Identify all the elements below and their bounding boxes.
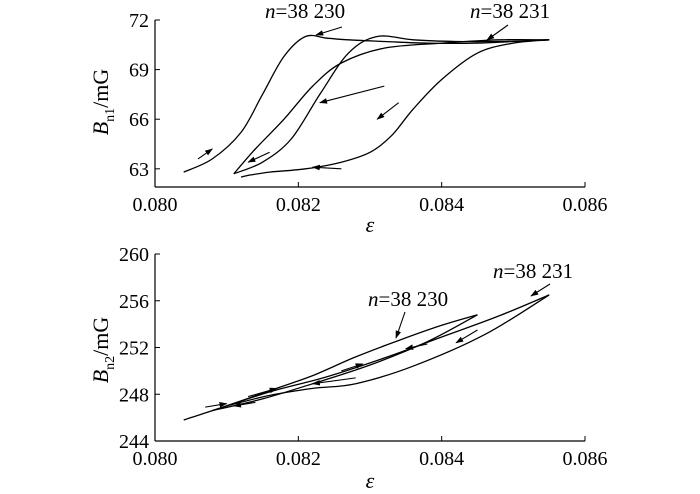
y-axis-title-base: B: [88, 370, 113, 383]
x-axis-title: ε: [366, 212, 375, 237]
x-axis-title: ε: [366, 468, 375, 493]
direction-arrow: [205, 401, 228, 408]
y-tick-label: 256: [119, 291, 149, 313]
y-tick-label: 248: [119, 384, 149, 406]
annotation-text: =38 230: [379, 287, 449, 311]
annotation-text: =38 231: [481, 0, 551, 23]
x-tick-label: 0.084: [419, 194, 464, 216]
annotation-text: =38 230: [276, 0, 346, 23]
annotation-italic: n: [493, 259, 504, 283]
x-tick-label: 0.086: [563, 448, 608, 470]
hysteresis-curve: [183, 314, 478, 421]
direction-arrow: [405, 343, 428, 350]
annotation-n-38230: n=38 230: [368, 287, 448, 311]
direction-arrow: [233, 401, 256, 408]
hysteresis-curve: [226, 294, 550, 407]
y-axis-title: Bn1/mG: [88, 69, 118, 136]
annotation-arrow: [530, 283, 551, 297]
y-axis-title-sub: n2: [103, 356, 118, 370]
annotation-text: =38 231: [504, 259, 574, 283]
direction-arrow: [341, 363, 364, 372]
chart-bottom: 0.080 0.082 0.084 0.086 244 248 252 256 260 ε Bn…: [88, 244, 608, 493]
curve-group: [183, 34, 550, 178]
x-tick-label: 0.080: [133, 448, 178, 470]
y-tick-label: 66: [129, 109, 149, 131]
annotation-italic: n: [368, 287, 379, 311]
x-tick-label: 0.080: [133, 194, 178, 216]
y-axis-title-sub: n1: [103, 108, 118, 122]
x-tick-label: 0.084: [419, 448, 464, 470]
hysteresis-curve: [212, 314, 478, 412]
y-axis-title: Bn2/mG: [88, 317, 118, 384]
y-axis-title-unit: /mG: [88, 317, 113, 356]
curve-group: [183, 294, 550, 421]
hysteresis-curve: [233, 35, 550, 175]
hysteresis-curve: [183, 34, 550, 173]
x-tick-label: 0.082: [276, 194, 321, 216]
annotation-italic: n: [265, 0, 276, 23]
direction-arrow: [197, 148, 213, 160]
direction-arrow: [319, 85, 385, 104]
arrow-group: [197, 85, 400, 171]
y-tick-label: 69: [129, 60, 149, 82]
y-tick-label: 72: [129, 10, 149, 32]
direction-arrow: [311, 377, 356, 386]
y-tick-label: 63: [129, 159, 149, 181]
arrow-group: [205, 329, 478, 408]
annotation-italic: n: [470, 0, 481, 23]
annotation-arrow: [315, 26, 343, 36]
direction-arrow: [311, 164, 342, 171]
direction-arrow: [247, 151, 270, 163]
direction-arrow: [376, 102, 400, 120]
y-tick-label: 252: [119, 338, 149, 360]
x-tick-label: 0.082: [276, 448, 321, 470]
hysteresis-curve: [233, 38, 550, 175]
y-axis-title-base: B: [88, 122, 113, 135]
direction-arrow: [248, 387, 278, 398]
tick-group: 0.080 0.082 0.084 0.086 244 248 252 256 260: [119, 244, 608, 470]
annotation-n-38231: n=38 231: [493, 259, 573, 283]
annotation-n-38230: n=38 230: [265, 0, 345, 23]
hysteresis-curve: [240, 39, 550, 178]
direction-arrow: [455, 329, 478, 344]
annotation-n-38231: n=38 231: [470, 0, 550, 23]
annotation-arrow: [395, 311, 406, 339]
x-tick-label: 0.086: [563, 194, 608, 216]
y-axis-title-unit: /mG: [88, 69, 113, 108]
tick-group: 0.080 0.082 0.084 0.086 63 66 69 72: [129, 10, 608, 216]
y-tick-label: 244: [119, 431, 149, 453]
annotation-arrow: [486, 24, 509, 41]
y-tick-label: 260: [119, 244, 149, 266]
